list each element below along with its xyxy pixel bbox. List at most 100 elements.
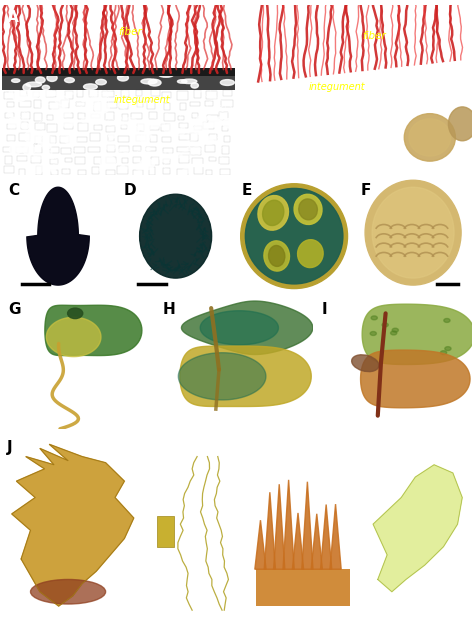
Bar [36,166,42,175]
Bar [5,113,14,118]
Ellipse shape [445,92,459,96]
Ellipse shape [42,85,49,90]
Circle shape [450,108,455,112]
Circle shape [390,118,395,122]
Bar [161,124,170,131]
Ellipse shape [241,184,347,289]
Ellipse shape [258,196,289,230]
Circle shape [240,144,245,148]
Ellipse shape [140,194,211,278]
Circle shape [51,169,55,172]
Circle shape [336,158,340,161]
Circle shape [386,20,389,22]
Bar [219,169,230,175]
Ellipse shape [294,195,322,225]
Circle shape [197,116,207,124]
Circle shape [162,152,166,154]
Circle shape [50,156,55,159]
Bar [117,166,128,173]
Circle shape [347,171,352,174]
Ellipse shape [36,77,45,83]
Bar [163,92,171,98]
Bar [147,101,155,109]
Circle shape [146,147,150,150]
Bar [203,122,214,129]
Circle shape [412,77,420,83]
Polygon shape [273,484,285,569]
Bar [34,145,42,153]
Bar [19,168,25,177]
Circle shape [356,128,363,133]
Circle shape [407,76,414,81]
Circle shape [341,138,346,143]
Circle shape [321,111,326,115]
Circle shape [104,141,117,150]
Circle shape [30,164,43,173]
Circle shape [223,118,236,128]
Circle shape [55,95,69,106]
Circle shape [255,117,262,122]
Circle shape [240,56,245,60]
Ellipse shape [440,351,447,355]
Circle shape [190,128,198,134]
Circle shape [242,140,245,141]
Text: integument: integument [309,81,365,92]
Circle shape [31,129,36,133]
Circle shape [275,88,282,92]
Circle shape [390,19,398,24]
Ellipse shape [392,328,399,332]
Bar [151,90,160,96]
Circle shape [420,44,425,47]
Circle shape [420,63,423,65]
Circle shape [42,89,50,95]
Circle shape [314,67,320,71]
Circle shape [302,86,305,89]
Circle shape [287,29,294,35]
Ellipse shape [256,83,262,86]
Circle shape [318,76,320,77]
Bar [224,136,230,142]
Circle shape [81,82,92,90]
Circle shape [52,104,64,113]
Circle shape [262,162,266,165]
Circle shape [338,166,345,172]
Circle shape [458,110,460,112]
Bar [19,101,31,107]
Circle shape [321,103,324,105]
Bar [2,68,235,76]
Circle shape [243,164,246,167]
Ellipse shape [370,332,376,335]
Circle shape [251,150,259,156]
Circle shape [45,150,52,156]
Circle shape [325,49,327,50]
Bar [146,147,156,151]
Bar [76,102,84,106]
Circle shape [306,68,310,70]
Circle shape [378,92,383,95]
Circle shape [299,98,304,102]
Bar [64,113,73,118]
Circle shape [411,124,415,126]
Ellipse shape [444,319,450,323]
Bar [210,134,217,140]
Circle shape [444,130,446,132]
Bar [92,167,99,173]
Bar [51,170,57,175]
Circle shape [252,134,255,136]
Ellipse shape [118,74,128,81]
Bar [223,90,232,97]
Bar [7,135,15,141]
Circle shape [57,108,70,117]
Bar [7,102,14,107]
Circle shape [38,134,42,137]
Bar [164,103,170,110]
Bar [50,136,56,143]
Circle shape [69,120,73,123]
Circle shape [356,155,361,158]
Circle shape [307,59,314,64]
Circle shape [64,136,76,144]
Circle shape [244,28,246,30]
Bar [122,114,128,121]
Circle shape [375,147,377,148]
Circle shape [105,83,114,90]
